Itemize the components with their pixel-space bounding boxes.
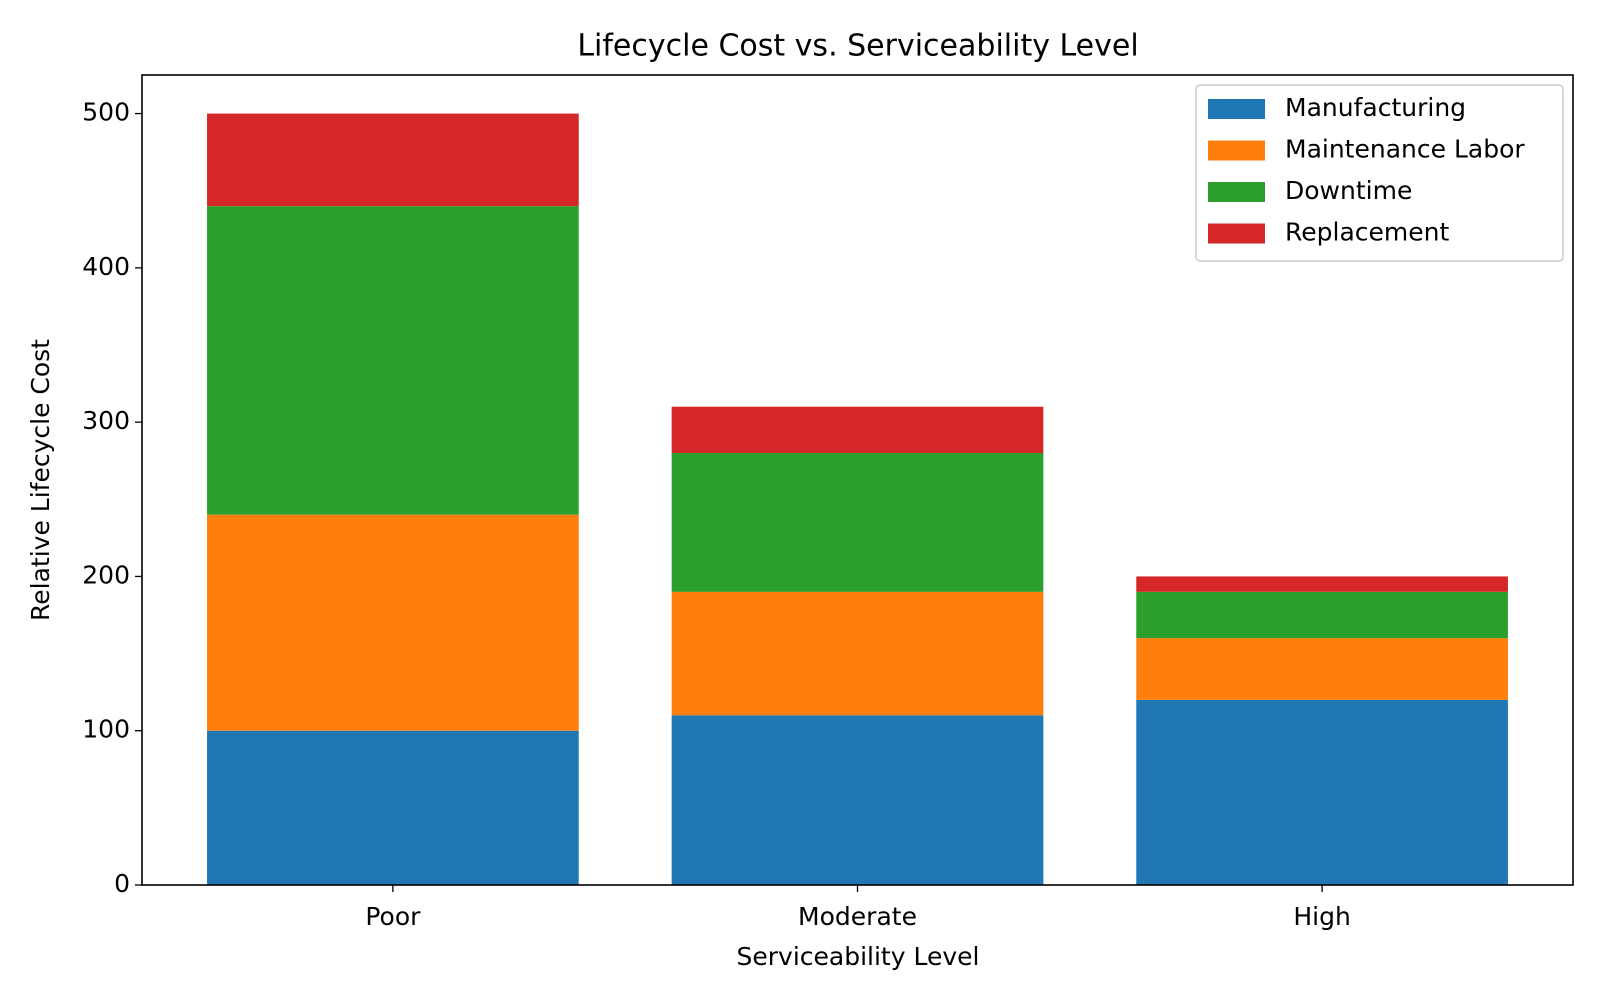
y-axis-label: Relative Lifecycle Cost [26, 339, 55, 621]
y-tick-label: 500 [82, 98, 130, 127]
chart-title: Lifecycle Cost vs. Serviceability Level [577, 29, 1138, 64]
y-tick-label: 200 [82, 560, 130, 589]
bar-segment [671, 715, 1044, 885]
x-tick-label: Poor [365, 902, 421, 931]
bar-segment [207, 206, 579, 515]
bar-segment [207, 113, 579, 207]
plot-frame [141, 74, 1574, 886]
legend-swatch [1208, 223, 1265, 244]
legend-label: Manufacturing [1285, 93, 1466, 122]
legend-box [1195, 84, 1564, 262]
bar-segment [207, 514, 579, 731]
bar-segment [1136, 576, 1508, 592]
bar-segment [1136, 699, 1508, 885]
y-tick-label: 300 [82, 406, 130, 435]
bar-segment [1136, 591, 1508, 639]
y-tick-label: 400 [82, 252, 130, 281]
bar-segment [671, 406, 1044, 453]
legend-label: Replacement [1285, 218, 1449, 247]
legend-label: Downtime [1285, 176, 1412, 205]
x-tick-label: Moderate [798, 902, 917, 931]
x-tick-label: High [1293, 902, 1350, 931]
bar-segment [671, 591, 1044, 716]
legend-swatch [1208, 99, 1265, 119]
bar-segment [1136, 638, 1508, 700]
legend-label: Maintenance Labor [1285, 135, 1525, 164]
legend-swatch [1208, 182, 1265, 202]
x-axis-label: Serviceability Level [737, 942, 980, 971]
y-tick-label: 100 [82, 715, 130, 744]
bar-segment [671, 453, 1044, 592]
legend-swatch [1208, 140, 1265, 161]
bar-segment [207, 730, 579, 885]
y-tick-label: 0 [114, 869, 130, 898]
